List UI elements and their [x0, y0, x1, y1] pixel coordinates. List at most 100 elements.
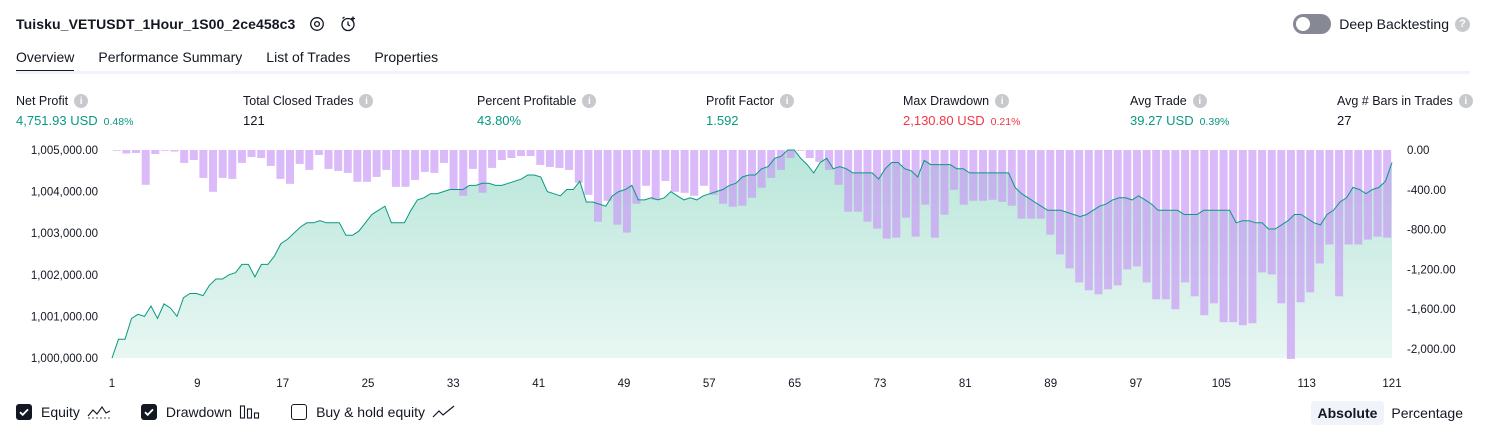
info-icon[interactable]: i [780, 94, 795, 108]
drawdown-bar [699, 150, 708, 186]
drawdown-bar [661, 150, 670, 181]
drawdown-bar [979, 150, 987, 201]
drawdown-bar [324, 150, 333, 169]
buy-hold-line-icon [432, 404, 456, 420]
drawdown-bar [796, 150, 805, 151]
drawdown-bar [632, 150, 641, 204]
drawdown-bar [257, 150, 266, 158]
drawdown-bar [440, 150, 448, 163]
absolute-button[interactable]: Absolute [1310, 401, 1385, 425]
drawdown-bar [1258, 150, 1267, 273]
drawdown-bar [430, 150, 439, 173]
drawdown-bar [1142, 150, 1151, 283]
strategy-header: Tuisku_VETUSDT_1Hour_1S00_2ce458c3 [16, 13, 359, 35]
info-icon[interactable]: i [582, 94, 597, 108]
drawdown-bar [776, 150, 785, 170]
drawdown-bar [1325, 150, 1334, 245]
metric-value: 1.592 [706, 113, 739, 128]
drawdown-bar [1344, 150, 1353, 245]
info-icon[interactable]: i [995, 94, 1010, 108]
drawdown-bar [189, 150, 198, 160]
drawdown-bar [1229, 150, 1238, 323]
metric-value: 39.27 USD [1130, 113, 1194, 128]
drawdown-bar [680, 150, 689, 193]
drawdown-bar [1190, 150, 1199, 297]
add-alert-icon[interactable] [339, 14, 359, 34]
drawdown-bar [1181, 150, 1190, 283]
drawdown-bar [132, 150, 140, 153]
metric-profit-factor: Profit Factor i 1.592 [706, 93, 795, 128]
info-icon[interactable]: i [359, 94, 374, 108]
metric-label: Max Drawdown [903, 94, 990, 108]
legend-buy-hold[interactable]: Buy & hold equity [291, 404, 456, 420]
equity-area [112, 150, 1392, 358]
drawdown-bar [1354, 150, 1363, 245]
legend-label: Equity [41, 404, 80, 420]
drawdown-bar [478, 150, 487, 193]
drawdown-bar [555, 150, 564, 168]
drawdown-bar [507, 150, 516, 158]
metric-value: 43.80% [477, 113, 522, 128]
equity-drawdown-chart[interactable]: 1,000,000.00 1,001,000.00 1,002,000.00 1,00… [0, 140, 1486, 395]
drawdown-bar [786, 150, 795, 158]
metric-label: Total Closed Trades [243, 94, 354, 108]
metric-net-profit: Net Profit i 4,751.93 USD 0.48% [16, 93, 133, 128]
drawdown-bar [112, 150, 121, 151]
strategy-title: Tuisku_VETUSDT_1Hour_1S00_2ce458c3 [16, 16, 296, 32]
info-icon[interactable]: i [1458, 94, 1473, 108]
x-tick-label: 33 [447, 378, 460, 390]
buy-hold-checkbox[interactable] [291, 404, 308, 420]
drawdown-bar [1007, 150, 1016, 206]
drawdown-bar [805, 150, 814, 158]
tab-list-of-trades[interactable]: List of Trades [266, 49, 351, 65]
tab-properties[interactable]: Properties [374, 49, 439, 65]
legend-drawdown[interactable]: Drawdown [140, 404, 261, 420]
info-icon[interactable]: i [74, 94, 89, 108]
drawdown-bar [825, 150, 833, 170]
legend-equity[interactable]: Equity [16, 404, 111, 420]
deep-backtesting-toggle[interactable] [1293, 14, 1332, 34]
drawdown-bar [141, 150, 150, 185]
drawdown-bar [815, 150, 824, 162]
drawdown-bar [1123, 150, 1132, 270]
drawdown-bar [863, 150, 872, 222]
drawdown-bar [594, 150, 602, 222]
drawdown-bar [180, 150, 189, 163]
metric-pct: 0.39% [1199, 116, 1230, 128]
drawdown-bar [122, 150, 131, 154]
percentage-button[interactable]: Percentage [1391, 405, 1463, 421]
tab-overview[interactable]: Overview [16, 46, 75, 73]
drawdown-bar [1238, 150, 1247, 326]
drawdown-bar [1094, 150, 1103, 295]
drawdown-bar [209, 150, 217, 192]
settings-icon[interactable] [307, 14, 327, 34]
x-tick-label: 105 [1212, 378, 1231, 390]
drawdown-bar [237, 150, 246, 163]
drawdown-bar [314, 150, 323, 155]
y-tick-label: 1,000,000.00 [31, 353, 98, 365]
question-icon[interactable]: ? [1455, 16, 1470, 32]
metric-label: Avg # Bars in Trades [1337, 94, 1453, 108]
metric-value: 4,751.93 USD [16, 113, 98, 128]
equity-checkbox[interactable] [16, 404, 32, 420]
y2-tick-label: -800.00 [1407, 225, 1446, 237]
drawdown-bar [1248, 150, 1257, 324]
metric-value: 121 [243, 113, 265, 128]
metric-label: Profit Factor [706, 94, 775, 108]
metric-avg-trade: Avg Trade i 39.27 USD 0.39% [1130, 93, 1229, 128]
metric-pct: 0.48% [103, 116, 134, 128]
drawdown-checkbox[interactable] [140, 404, 157, 420]
y-tick-label: 1,002,000.00 [31, 270, 98, 282]
drawdown-bar [1133, 150, 1141, 267]
drawdown-bar [151, 150, 160, 154]
tabs-divider [16, 71, 1470, 74]
drawdown-bar [305, 150, 314, 170]
drawdown-bar [1363, 150, 1372, 240]
drawdown-bar [1161, 150, 1170, 300]
drawdown-bar [892, 150, 901, 238]
tab-performance-summary[interactable]: Performance Summary [98, 49, 243, 65]
report-tabs: Overview Performance Summary List of Tra… [16, 46, 462, 73]
drawdown-bar [295, 150, 304, 164]
info-icon[interactable]: i [1192, 94, 1207, 108]
drawdown-bar [988, 150, 997, 200]
